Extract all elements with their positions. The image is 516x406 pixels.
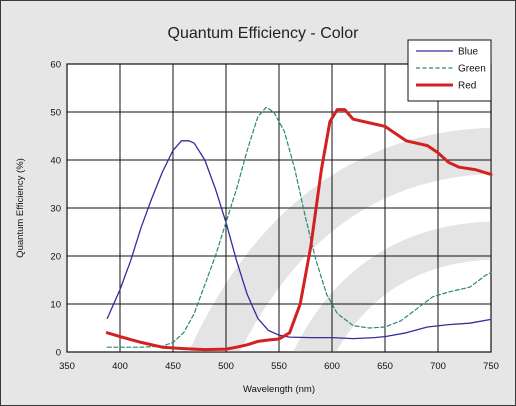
y-tick-label: 50 (50, 108, 61, 119)
y-tick-label: 10 (50, 300, 61, 311)
series-layer (105, 106, 493, 352)
x-tick-label: 450 (165, 361, 181, 372)
legend-label-green: Green (458, 64, 486, 75)
chart-title: Quantum Efficiency - Color (168, 25, 360, 42)
x-tick-label: 550 (271, 361, 287, 372)
y-tick-label: 30 (50, 204, 61, 215)
x-tick-label: 600 (324, 361, 340, 372)
y-tick-label: 0 (56, 348, 61, 359)
legend: Blue Green Red (407, 39, 492, 102)
x-axis-label: Wavelength (nm) (243, 384, 315, 395)
x-tick-label: 700 (430, 361, 446, 372)
y-tick-label: 60 (50, 60, 61, 71)
series-line-red (105, 108, 493, 352)
x-tick-label: 650 (377, 361, 393, 372)
grid-lines (66, 63, 492, 353)
legend-box (407, 39, 492, 102)
series-line-green (106, 106, 492, 348)
y-tick-label: 20 (50, 252, 61, 263)
x-tick-label: 500 (218, 361, 234, 372)
x-tick-label: 400 (112, 361, 128, 372)
x-tick-label: 350 (59, 361, 75, 372)
watermark-logo (188, 127, 491, 352)
series-line-blue (106, 140, 492, 340)
legend-label-blue: Blue (458, 47, 478, 58)
watermark-shape (188, 127, 491, 352)
legend-label-red: Red (458, 81, 476, 92)
x-tick-label: 750 (483, 361, 499, 372)
tick-labels: 350 400 450 500 550 600 650 700 750 0 10 20 30 40 50 60 (50, 60, 499, 373)
y-tick-label: 40 (50, 156, 61, 167)
y-axis-label: Quantum Efficiency (%) (15, 158, 26, 258)
